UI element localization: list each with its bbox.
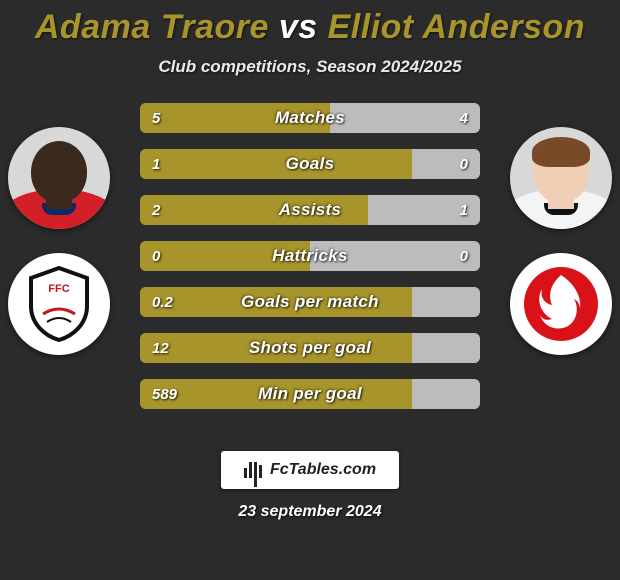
- bar-chart-icon: [244, 462, 264, 478]
- club-left-badge: FFC: [8, 253, 110, 355]
- player-right-avatar: [510, 127, 612, 229]
- stat-bars: 54Matches 10Goals 21Assists 00Hattricks 0.2G…: [140, 103, 480, 409]
- stat-row: 589Min per goal: [140, 379, 480, 409]
- stat-row: 54Matches: [140, 103, 480, 133]
- date-text: 23 september 2024: [0, 503, 620, 521]
- player-left-name: Adama Traore: [35, 8, 269, 46]
- subtitle: Club competitions, Season 2024/2025: [0, 57, 620, 77]
- stat-label: Goals: [140, 149, 480, 179]
- stat-label: Goals per match: [140, 287, 480, 317]
- stat-row: 21Assists: [140, 195, 480, 225]
- stat-label: Min per goal: [140, 379, 480, 409]
- watermark-text: FcTables.com: [270, 461, 376, 479]
- watermark: FcTables.com: [221, 451, 399, 489]
- player-right-name: Elliot Anderson: [328, 8, 585, 46]
- stat-row: 12Shots per goal: [140, 333, 480, 363]
- svg-text:FFC: FFC: [48, 283, 69, 295]
- stat-label: Shots per goal: [140, 333, 480, 363]
- stat-row: 10Goals: [140, 149, 480, 179]
- stat-label: Hattricks: [140, 241, 480, 271]
- stat-label: Matches: [140, 103, 480, 133]
- club-right-badge: [510, 253, 612, 355]
- stat-label: Assists: [140, 195, 480, 225]
- stat-row: 00Hattricks: [140, 241, 480, 271]
- page-title: Adama Traore vs Elliot Anderson: [0, 0, 620, 47]
- player-left-avatar: [8, 127, 110, 229]
- stat-row: 0.2Goals per match: [140, 287, 480, 317]
- comparison-panel: FFC 54Matches 10Goals 21Assists 00Hattricks…: [0, 103, 620, 433]
